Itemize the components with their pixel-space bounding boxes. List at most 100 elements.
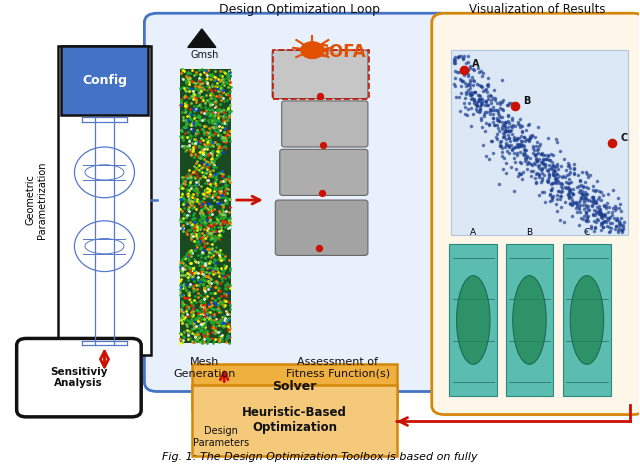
Point <box>182 269 193 276</box>
Point <box>501 126 511 134</box>
Point <box>213 109 223 116</box>
Point <box>196 253 206 260</box>
Point <box>221 144 231 151</box>
Point <box>193 180 203 188</box>
Point <box>207 234 217 241</box>
Point <box>190 246 200 254</box>
Point <box>205 319 216 326</box>
Point <box>177 225 187 232</box>
Point <box>565 178 575 185</box>
Point <box>211 92 221 100</box>
Point <box>540 155 550 163</box>
Point <box>472 102 483 110</box>
Point <box>181 320 191 328</box>
Point <box>471 101 481 109</box>
Point <box>522 152 532 160</box>
Point <box>212 116 222 123</box>
Point <box>536 165 547 173</box>
Point <box>476 82 486 90</box>
Point <box>197 206 207 213</box>
Point <box>175 277 185 284</box>
Point <box>220 281 230 288</box>
Point <box>225 95 235 102</box>
Point <box>205 142 216 150</box>
Point <box>573 199 584 206</box>
Point <box>200 301 210 308</box>
Point <box>216 221 227 228</box>
Point <box>204 209 214 217</box>
Point <box>176 292 186 300</box>
Point <box>520 155 531 162</box>
Point <box>179 116 189 124</box>
Point <box>225 219 235 226</box>
Point <box>492 121 502 129</box>
Point <box>569 199 579 206</box>
Point <box>223 106 233 113</box>
Point <box>218 207 228 215</box>
Point <box>186 197 196 204</box>
Point <box>532 150 543 157</box>
Point <box>198 305 209 313</box>
Point <box>182 112 192 120</box>
Point <box>588 199 598 206</box>
Point <box>555 147 565 154</box>
Point <box>218 170 228 178</box>
Point <box>217 136 227 144</box>
Point <box>200 204 210 211</box>
Point <box>209 206 219 213</box>
Point <box>224 195 234 202</box>
Point <box>210 233 220 240</box>
Point <box>200 321 210 328</box>
Point <box>178 308 188 316</box>
Point <box>531 150 541 158</box>
Point <box>207 147 217 155</box>
Point <box>191 206 201 213</box>
Point <box>208 324 218 332</box>
Point <box>187 119 197 127</box>
Point <box>596 197 606 204</box>
Point <box>184 146 195 153</box>
Point <box>213 147 223 154</box>
Point <box>200 294 211 301</box>
Point <box>204 119 214 126</box>
Point <box>208 258 218 266</box>
Point <box>175 314 186 321</box>
Point <box>224 332 234 340</box>
Point <box>597 219 607 226</box>
Point <box>568 191 578 198</box>
Point <box>188 139 198 147</box>
Point <box>189 96 200 103</box>
Point <box>194 142 204 150</box>
Point <box>188 287 198 295</box>
Point <box>187 325 197 332</box>
Point <box>585 171 595 178</box>
Point <box>204 112 214 120</box>
Point <box>581 190 591 198</box>
Point <box>219 261 229 269</box>
Point <box>177 339 188 346</box>
Polygon shape <box>188 29 216 48</box>
Point <box>207 320 218 328</box>
Point <box>209 161 219 169</box>
Point <box>193 322 203 329</box>
Point <box>195 245 205 253</box>
Point <box>478 70 488 77</box>
Point <box>205 312 215 319</box>
Point <box>616 207 627 214</box>
Point <box>204 260 214 267</box>
Point <box>210 192 220 199</box>
Point <box>567 196 577 204</box>
Point <box>597 212 607 220</box>
Point <box>207 72 217 79</box>
Point <box>218 269 228 277</box>
Point <box>188 91 198 98</box>
Point <box>200 221 211 229</box>
Point <box>579 212 589 220</box>
Point <box>196 168 207 176</box>
Point <box>198 128 209 136</box>
Point <box>598 218 609 225</box>
Point <box>191 226 202 234</box>
Point <box>520 154 530 162</box>
Point <box>204 280 214 287</box>
Point <box>614 221 625 229</box>
